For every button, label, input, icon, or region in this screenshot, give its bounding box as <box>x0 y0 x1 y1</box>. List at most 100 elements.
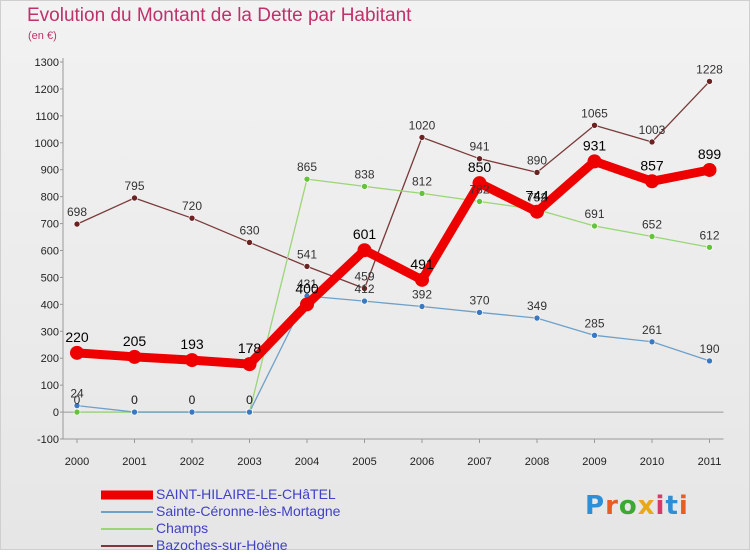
data-point <box>533 169 541 176</box>
data-label: 190 <box>699 342 719 356</box>
chart-unit: (en €) <box>28 30 57 42</box>
y-tick-label: 800 <box>41 192 59 204</box>
y-tick-label: 0 <box>53 407 59 419</box>
data-point <box>648 138 656 146</box>
y-tick-label: 1000 <box>35 138 59 150</box>
data-label: 392 <box>412 288 432 302</box>
data-label: 812 <box>412 174 432 188</box>
data-point <box>706 357 713 365</box>
legend-swatch <box>101 490 153 499</box>
data-point <box>361 297 368 305</box>
logo-letter: i <box>678 491 689 521</box>
data-label: 24 <box>70 387 84 401</box>
data-point <box>131 194 138 202</box>
data-label: 0 <box>189 393 196 407</box>
data-point <box>418 303 426 310</box>
data-label: 899 <box>698 146 722 162</box>
data-point <box>361 285 368 292</box>
data-label: 0 <box>246 393 253 407</box>
data-label: 178 <box>238 340 262 356</box>
y-tick-label: 200 <box>41 353 59 365</box>
logo-letter: P <box>585 491 606 521</box>
legend-label: Champs <box>156 520 209 536</box>
data-point <box>246 408 253 416</box>
data-label: 720 <box>182 199 202 213</box>
data-point <box>361 183 368 190</box>
data-point <box>706 78 713 85</box>
data-point <box>70 345 84 360</box>
series-0 <box>70 154 717 372</box>
data-label: 1020 <box>409 118 436 132</box>
legend-swatch <box>101 510 153 513</box>
x-tick-label: 2011 <box>698 456 722 468</box>
y-tick-label: 500 <box>41 272 59 284</box>
data-label: 744 <box>525 188 549 204</box>
x-tick-label: 2002 <box>180 456 204 468</box>
x-tick-label: 2001 <box>122 456 146 468</box>
data-label: 205 <box>123 333 147 349</box>
x-tick-label: 2010 <box>640 456 664 468</box>
data-point <box>418 134 426 141</box>
legend-label: Bazoches-sur-Hoëne <box>156 537 288 553</box>
data-label: 0 <box>131 393 138 407</box>
logo-letter: i <box>655 491 666 521</box>
data-point <box>648 338 656 346</box>
data-point <box>357 243 372 258</box>
y-tick-label: 1100 <box>35 111 59 123</box>
x-tick-label: 2009 <box>582 456 606 468</box>
x-tick-label: 2003 <box>237 456 261 468</box>
data-point <box>300 297 314 312</box>
data-point <box>591 222 598 230</box>
y-tick-label: 600 <box>41 246 59 258</box>
data-label: 412 <box>354 282 374 296</box>
data-label: 0 <box>131 393 138 407</box>
data-point <box>587 154 602 169</box>
data-label: 261 <box>642 323 662 337</box>
x-tick-label: 2006 <box>410 456 434 468</box>
data-point <box>530 204 544 219</box>
data-point <box>246 239 253 246</box>
data-point <box>418 190 426 197</box>
data-point <box>185 353 199 368</box>
data-point <box>131 408 138 416</box>
logo-letter: t <box>665 491 679 521</box>
data-label: 0 <box>189 393 196 407</box>
logo-letter: r <box>605 491 619 521</box>
proxiti-logo: Proxiti <box>585 491 689 521</box>
data-label: 630 <box>239 223 259 237</box>
data-label: 349 <box>527 299 547 313</box>
x-tick-label: 2007 <box>467 456 491 468</box>
data-point <box>645 174 659 189</box>
x-tick-label: 2000 <box>65 456 89 468</box>
series-line <box>76 80 711 290</box>
data-point <box>591 332 598 339</box>
data-label: 459 <box>354 269 374 283</box>
data-label: 857 <box>640 157 664 173</box>
logo-letter: o <box>618 491 638 521</box>
y-tick-label: 900 <box>41 165 59 177</box>
data-point <box>242 357 257 372</box>
data-point <box>702 162 717 177</box>
data-label: 1003 <box>639 123 666 137</box>
data-label: 285 <box>584 316 604 330</box>
data-point <box>73 220 81 228</box>
legend-swatch <box>101 544 153 547</box>
data-point <box>706 243 713 251</box>
data-point <box>533 314 541 322</box>
y-tick-label: 1200 <box>35 84 59 96</box>
y-tick-label: 1300 <box>35 57 59 69</box>
data-label: 0 <box>246 393 253 407</box>
data-label: 601 <box>353 226 377 242</box>
data-label: 691 <box>584 207 604 221</box>
x-tick-label: 2008 <box>525 456 549 468</box>
data-label: 698 <box>67 205 87 219</box>
data-label: 0 <box>74 393 81 407</box>
data-label: 931 <box>583 137 607 153</box>
logo-letter: x <box>637 491 656 521</box>
data-label: 431 <box>297 277 317 291</box>
data-label: 1065 <box>581 106 608 120</box>
data-label: 782 <box>469 182 489 196</box>
data-point <box>476 155 483 162</box>
